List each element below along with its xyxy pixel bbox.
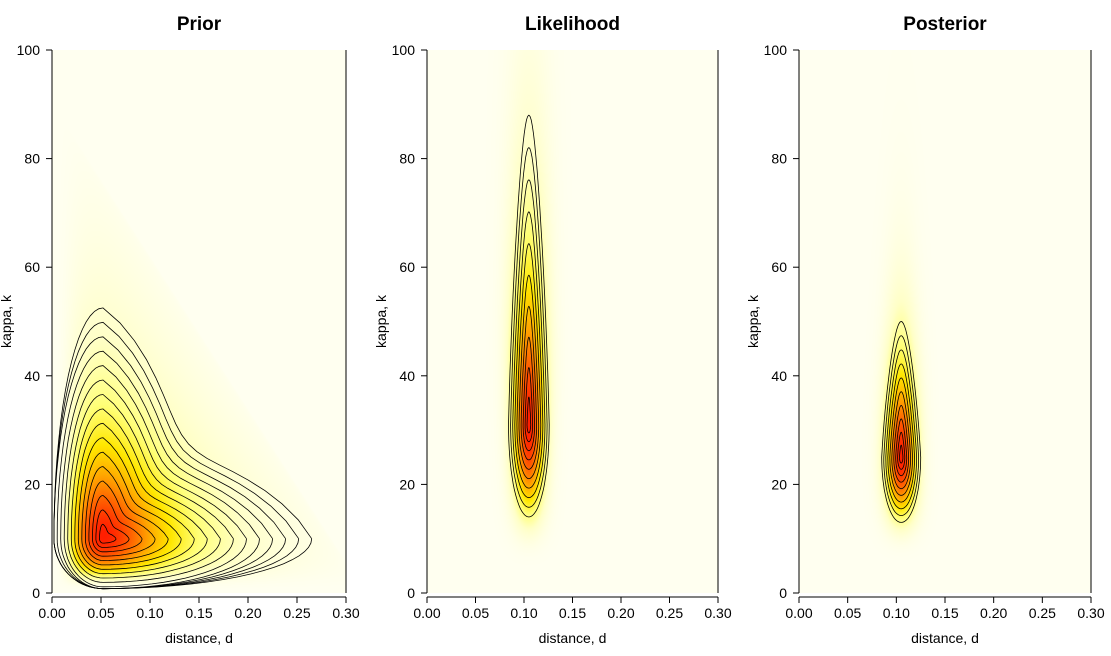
y-tick-label: 40 — [399, 368, 415, 384]
contour-line — [81, 451, 182, 566]
contour-line — [60, 365, 260, 590]
x-tick-label: 0.30 — [704, 605, 731, 621]
y-tick-label: 0 — [32, 585, 40, 601]
contour-line — [893, 404, 909, 483]
y-tick-label: 20 — [771, 476, 787, 492]
y-tick-label: 0 — [407, 585, 415, 601]
x-tick-label: 0.10 — [510, 605, 537, 621]
x-tick-label: 0.30 — [332, 605, 359, 621]
heatmap-surface — [427, 50, 718, 593]
panel-likelihood: 0 20 40 60 80 100 0.00 0.05 0.10 0.15 0.20 0.25 0.30… — [373, 14, 732, 646]
contour-line — [883, 335, 919, 517]
y-tick-label: 0 — [779, 585, 787, 601]
y-tick-label: 40 — [771, 368, 787, 384]
x-tick-label: 0.15 — [931, 605, 958, 621]
x-tick-label: 0.05 — [87, 605, 114, 621]
x-tick-label: 0.25 — [1029, 605, 1056, 621]
contour-line — [518, 274, 540, 470]
y-tick-label: 80 — [24, 151, 40, 167]
y-tick-label: 100 — [764, 42, 788, 58]
x-tick-label: 0.10 — [136, 605, 163, 621]
contour-line — [92, 494, 143, 553]
y-axis-label: kappa, k — [373, 294, 389, 348]
panel-title: Likelihood — [525, 14, 620, 35]
contour-line — [889, 377, 913, 496]
y-tick-label: 60 — [399, 259, 415, 275]
contour-line — [516, 243, 542, 480]
contour-line — [526, 396, 532, 434]
contour-line — [897, 431, 906, 470]
contour-line — [891, 391, 911, 490]
x-axis-label: distance, d — [911, 630, 979, 646]
contour-line — [510, 147, 548, 508]
contour-line — [95, 509, 130, 548]
contour-line — [67, 394, 234, 583]
y-tick-label: 20 — [399, 476, 415, 492]
contour-line — [63, 379, 247, 588]
contour-line — [88, 480, 156, 557]
contour-line — [56, 350, 273, 590]
panel-posterior: 0 20 40 60 80 100 0.00 0.05 0.10 0.15 0.20 0.25 0.30… — [745, 14, 1105, 646]
contour-line — [512, 179, 546, 499]
contour-line — [74, 422, 208, 575]
contour-line — [520, 305, 537, 461]
y-tick-label: 60 — [771, 259, 787, 275]
y-tick-label: 100 — [17, 42, 41, 58]
y-tick-label: 80 — [771, 151, 787, 167]
x-tick-label: 0.20 — [980, 605, 1007, 621]
contour-line — [885, 349, 917, 510]
panel-title: Posterior — [903, 14, 987, 35]
contour-line — [881, 321, 922, 523]
contour-line — [508, 114, 550, 518]
heatmap-surface — [52, 50, 346, 593]
contour-line — [98, 523, 117, 544]
heatmap-surface — [799, 50, 1091, 593]
x-tick-label: 0.05 — [834, 605, 861, 621]
x-tick-label: 0.20 — [607, 605, 634, 621]
x-axis-label: distance, d — [165, 630, 233, 646]
y-tick-label: 40 — [24, 368, 40, 384]
x-tick-label: 0.15 — [185, 605, 212, 621]
y-tick-label: 60 — [24, 259, 40, 275]
x-tick-label: 0.25 — [283, 605, 310, 621]
x-tick-label: 0.00 — [413, 605, 440, 621]
y-tick-label: 80 — [399, 151, 415, 167]
panel-prior: 0 20 40 60 80 100 0.00 0.05 0.10 0.15 0.20 0.25 0.30… — [0, 14, 360, 646]
y-tick-label: 20 — [24, 476, 40, 492]
y-axis-label: kappa, k — [0, 294, 14, 348]
y-tick-label: 100 — [392, 42, 416, 58]
x-tick-label: 0.05 — [462, 605, 489, 621]
contour-line — [895, 418, 908, 477]
contour-line — [524, 367, 533, 443]
contour-line — [522, 336, 535, 452]
contour-line — [514, 211, 544, 489]
x-tick-label: 0.20 — [234, 605, 261, 621]
y-axis-label: kappa, k — [745, 294, 761, 348]
contour-line — [85, 466, 169, 562]
x-tick-label: 0.10 — [883, 605, 910, 621]
contour-line — [77, 437, 195, 570]
contour-line — [887, 363, 915, 503]
x-tick-label: 0.30 — [1077, 605, 1104, 621]
panel-title: Prior — [177, 14, 222, 35]
contour-line — [899, 444, 904, 464]
x-tick-label: 0.00 — [785, 605, 812, 621]
contour-line — [53, 307, 313, 590]
x-tick-label: 0.00 — [38, 605, 65, 621]
x-axis-label: distance, d — [539, 630, 607, 646]
contour-line — [70, 408, 221, 579]
x-tick-label: 0.25 — [656, 605, 683, 621]
x-tick-label: 0.15 — [559, 605, 586, 621]
